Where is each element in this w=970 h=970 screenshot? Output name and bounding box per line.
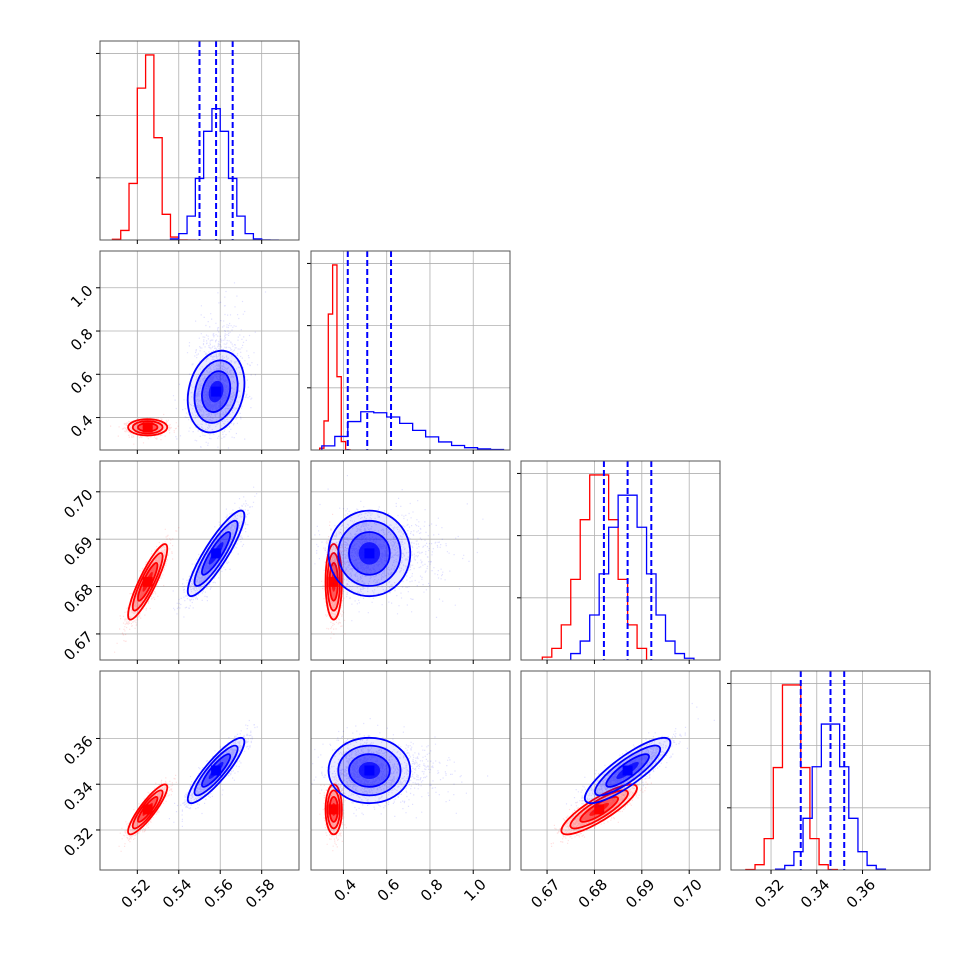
density-peak xyxy=(142,576,153,587)
panel-frame xyxy=(99,670,300,871)
x-tick-label: 0.6 xyxy=(374,875,404,905)
x-tick-label: 0.68 xyxy=(575,875,611,911)
histogram-step xyxy=(319,264,351,450)
histogram-panel-1 xyxy=(307,250,511,454)
density-contour xyxy=(348,531,391,576)
panel-frame xyxy=(310,670,511,871)
y-tick-label: 0.70 xyxy=(60,486,96,522)
y-tick-label: 0.67 xyxy=(60,628,96,664)
panel-frame xyxy=(310,460,511,661)
panel-frame xyxy=(520,460,721,661)
density-contour xyxy=(186,349,246,434)
density-peak xyxy=(364,548,375,559)
scatter-panel-1-0 xyxy=(96,250,300,454)
x-tick-label: 0.58 xyxy=(242,875,278,911)
x-tick-label: 0.36 xyxy=(843,875,879,911)
histogram-step xyxy=(169,108,279,240)
density-contour xyxy=(348,753,391,788)
density-contour xyxy=(569,789,629,830)
density-peak xyxy=(211,386,222,397)
panel-frame xyxy=(310,250,511,451)
x-tick-label: 0.56 xyxy=(200,875,236,911)
density-peak xyxy=(328,804,339,815)
y-tick-label: 0.34 xyxy=(60,778,96,814)
x-tick-label: 0.52 xyxy=(118,875,154,911)
density-peak xyxy=(364,765,375,776)
scatter-panel-3-2 xyxy=(520,670,721,874)
histogram-panel-2 xyxy=(517,460,721,664)
density-contour xyxy=(324,543,343,621)
histogram-step xyxy=(774,723,887,870)
x-tick-label: 0.54 xyxy=(159,875,195,911)
scatter-points xyxy=(314,475,484,622)
x-tick-label: 0.67 xyxy=(527,875,563,911)
density-contour xyxy=(324,783,343,836)
y-tick-label: 0.8 xyxy=(67,325,97,355)
y-tick-label: 0.32 xyxy=(60,824,96,860)
histogram-step xyxy=(321,411,505,450)
density-contour xyxy=(127,783,169,836)
density-contour xyxy=(560,783,638,836)
histogram-panel-0 xyxy=(96,40,300,244)
x-tick-label: 0.34 xyxy=(797,875,833,911)
panel-frame xyxy=(99,250,300,451)
panel-frame xyxy=(730,670,931,871)
x-tick-label: 0.70 xyxy=(669,875,705,911)
density-peak xyxy=(211,765,222,776)
x-tick-label: 0.32 xyxy=(751,875,787,911)
density-contour xyxy=(337,519,402,587)
density-contour xyxy=(583,736,672,805)
density-peak xyxy=(142,804,153,815)
density-contour xyxy=(594,744,662,797)
density-contour xyxy=(131,552,164,612)
histogram-step xyxy=(745,684,839,870)
histogram-step xyxy=(570,494,695,660)
density-peak xyxy=(594,804,605,815)
density-contour xyxy=(327,736,412,805)
y-tick-label: 1.0 xyxy=(67,282,97,312)
density-peak xyxy=(142,422,153,433)
x-tick-label: 0.4 xyxy=(330,875,360,905)
scatter-panel-3-1 xyxy=(310,670,511,874)
density-contour xyxy=(327,509,412,598)
y-tick-label: 0.36 xyxy=(60,732,96,768)
density-contour xyxy=(337,744,402,797)
density-contour xyxy=(193,359,239,424)
density-contour xyxy=(186,509,246,598)
density-peak xyxy=(328,576,339,587)
x-tick-label: 1.0 xyxy=(460,875,490,905)
histogram-step xyxy=(111,54,197,240)
histogram-step xyxy=(541,474,648,660)
density-contour xyxy=(127,418,169,437)
density-contour xyxy=(186,736,246,805)
density-contour xyxy=(326,789,341,830)
density-peak xyxy=(622,765,633,776)
y-tick-label: 0.68 xyxy=(60,580,96,616)
y-tick-label: 0.4 xyxy=(67,411,97,441)
y-tick-label: 0.6 xyxy=(67,368,97,398)
scatter-points xyxy=(565,702,715,820)
y-tick-label: 0.69 xyxy=(60,533,96,569)
density-contour xyxy=(605,753,650,788)
density-contour xyxy=(127,543,169,621)
panel-frame xyxy=(99,460,300,661)
scatter-panel-2-0 xyxy=(96,460,300,664)
histogram-panel-3 xyxy=(727,670,931,874)
x-tick-label: 0.69 xyxy=(622,875,658,911)
density-contour xyxy=(193,744,239,797)
density-contour xyxy=(201,370,232,413)
scatter-panel-2-1 xyxy=(310,460,511,664)
panel-frame xyxy=(99,40,300,241)
scatter-points xyxy=(311,718,489,819)
panel-frame xyxy=(520,670,721,871)
x-tick-label: 0.8 xyxy=(417,875,447,905)
density-contour xyxy=(193,519,239,587)
scatter-panel-3-0 xyxy=(96,670,300,874)
density-peak xyxy=(211,548,222,559)
density-contour xyxy=(131,420,164,435)
